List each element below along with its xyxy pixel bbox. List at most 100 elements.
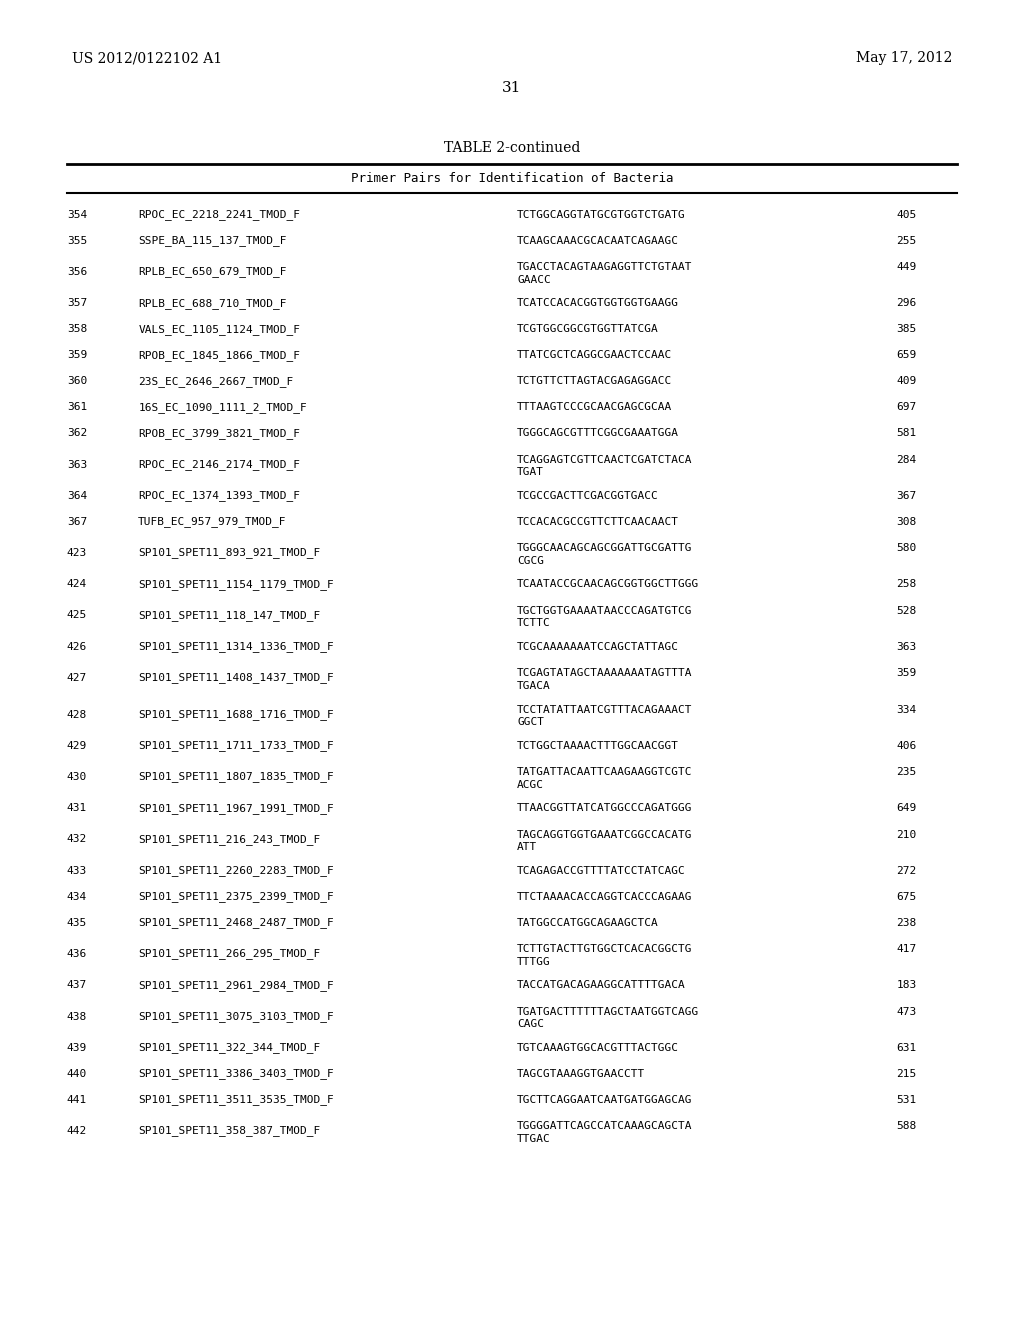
Text: TCTTGTACTTGTGGCTCACACGGCTG: TCTTGTACTTGTGGCTCACACGGCTG [517, 944, 692, 954]
Text: TCGCCGACTTCGACGGTGACC: TCGCCGACTTCGACGGTGACC [517, 491, 658, 500]
Text: 430: 430 [67, 772, 87, 781]
Text: 355: 355 [67, 236, 87, 246]
Text: 31: 31 [503, 81, 521, 95]
Text: 428: 428 [67, 710, 87, 719]
Text: 433: 433 [67, 866, 87, 875]
Text: 434: 434 [67, 892, 87, 902]
Text: 425: 425 [67, 610, 87, 620]
Text: SP101_SPET11_3075_3103_TMOD_F: SP101_SPET11_3075_3103_TMOD_F [138, 1011, 334, 1022]
Text: 424: 424 [67, 579, 87, 589]
Text: 432: 432 [67, 834, 87, 845]
Text: 528: 528 [896, 606, 916, 615]
Text: TCGCAAAAAAATCCAGCTATTAGC: TCGCAAAAAAATCCAGCTATTAGC [517, 642, 679, 652]
Text: 439: 439 [67, 1043, 87, 1053]
Text: ACGC: ACGC [517, 780, 544, 789]
Text: 429: 429 [67, 741, 87, 751]
Text: 235: 235 [896, 767, 916, 777]
Text: TGGGCAGCGTTTCGGCGAAATGGA: TGGGCAGCGTTTCGGCGAAATGGA [517, 428, 679, 438]
Text: 649: 649 [896, 804, 916, 813]
Text: TGGGCAACAGCAGCGGATTGCGATTG: TGGGCAACAGCAGCGGATTGCGATTG [517, 544, 692, 553]
Text: TCTGGCAGGTATGCGTGGTCTGATG: TCTGGCAGGTATGCGTGGTCTGATG [517, 210, 686, 219]
Text: TUFB_EC_957_979_TMOD_F: TUFB_EC_957_979_TMOD_F [138, 516, 287, 527]
Text: TGCTTCAGGAATCAATGATGGAGCAG: TGCTTCAGGAATCAATGATGGAGCAG [517, 1094, 692, 1105]
Text: TGACCTACAGTAAGAGGTTCTGTAAT: TGACCTACAGTAAGAGGTTCTGTAAT [517, 263, 692, 272]
Text: 357: 357 [67, 298, 87, 309]
Text: SP101_SPET11_2468_2487_TMOD_F: SP101_SPET11_2468_2487_TMOD_F [138, 917, 334, 928]
Text: SP101_SPET11_358_387_TMOD_F: SP101_SPET11_358_387_TMOD_F [138, 1126, 321, 1137]
Text: 423: 423 [67, 548, 87, 558]
Text: 16S_EC_1090_1111_2_TMOD_F: 16S_EC_1090_1111_2_TMOD_F [138, 401, 307, 413]
Text: 364: 364 [67, 491, 87, 500]
Text: TATGGCCATGGCAGAAGCTCA: TATGGCCATGGCAGAAGCTCA [517, 917, 658, 928]
Text: SP101_SPET11_1807_1835_TMOD_F: SP101_SPET11_1807_1835_TMOD_F [138, 772, 334, 783]
Text: 359: 359 [896, 668, 916, 678]
Text: TGACA: TGACA [517, 681, 551, 690]
Text: TABLE 2-continued: TABLE 2-continued [443, 141, 581, 154]
Text: TGTCAAAGTGGCACGTTTACTGGC: TGTCAAAGTGGCACGTTTACTGGC [517, 1043, 679, 1053]
Text: TCGAGTATAGCTAAAAAAATAGTTTA: TCGAGTATAGCTAAAAAAATAGTTTA [517, 668, 692, 678]
Text: 406: 406 [896, 741, 916, 751]
Text: ATT: ATT [517, 842, 538, 853]
Text: 659: 659 [896, 350, 916, 360]
Text: SP101_SPET11_322_344_TMOD_F: SP101_SPET11_322_344_TMOD_F [138, 1043, 321, 1053]
Text: SP101_SPET11_893_921_TMOD_F: SP101_SPET11_893_921_TMOD_F [138, 548, 321, 558]
Text: 442: 442 [67, 1126, 87, 1137]
Text: TTTGG: TTTGG [517, 957, 551, 966]
Text: TCAATACCGCAACAGCGGTGGCTTGGG: TCAATACCGCAACAGCGGTGGCTTGGG [517, 579, 699, 589]
Text: 363: 363 [896, 642, 916, 652]
Text: GGCT: GGCT [517, 717, 544, 727]
Text: TAGCGTAAAGGTGAACCTT: TAGCGTAAAGGTGAACCTT [517, 1069, 645, 1078]
Text: 358: 358 [67, 325, 87, 334]
Text: TCCTATATTAATCGTTTACAGAAACT: TCCTATATTAATCGTTTACAGAAACT [517, 705, 692, 714]
Text: TCCACACGCCGTTCTTCAACAACT: TCCACACGCCGTTCTTCAACAACT [517, 516, 679, 527]
Text: 367: 367 [896, 491, 916, 500]
Text: 441: 441 [67, 1094, 87, 1105]
Text: SP101_SPET11_1408_1437_TMOD_F: SP101_SPET11_1408_1437_TMOD_F [138, 673, 334, 684]
Text: SP101_SPET11_266_295_TMOD_F: SP101_SPET11_266_295_TMOD_F [138, 949, 321, 960]
Text: RPOB_EC_1845_1866_TMOD_F: RPOB_EC_1845_1866_TMOD_F [138, 350, 300, 360]
Text: TACCATGACAGAAGGCATTTTGACA: TACCATGACAGAAGGCATTTTGACA [517, 981, 686, 990]
Text: RPOC_EC_2146_2174_TMOD_F: RPOC_EC_2146_2174_TMOD_F [138, 459, 300, 470]
Text: GAACC: GAACC [517, 275, 551, 285]
Text: 210: 210 [896, 830, 916, 840]
Text: SP101_SPET11_118_147_TMOD_F: SP101_SPET11_118_147_TMOD_F [138, 610, 321, 620]
Text: 438: 438 [67, 1011, 87, 1022]
Text: 360: 360 [67, 376, 87, 387]
Text: TTATCGCTCAGGCGAACTCCAAC: TTATCGCTCAGGCGAACTCCAAC [517, 350, 673, 360]
Text: 436: 436 [67, 949, 87, 960]
Text: TCAGGAGTCGTTCAACTCGATCTACA: TCAGGAGTCGTTCAACTCGATCTACA [517, 454, 692, 465]
Text: SP101_SPET11_1154_1179_TMOD_F: SP101_SPET11_1154_1179_TMOD_F [138, 578, 334, 590]
Text: US 2012/0122102 A1: US 2012/0122102 A1 [72, 51, 222, 65]
Text: RPLB_EC_650_679_TMOD_F: RPLB_EC_650_679_TMOD_F [138, 267, 287, 277]
Text: TCTGGCTAAAACTTTGGCAACGGT: TCTGGCTAAAACTTTGGCAACGGT [517, 741, 679, 751]
Text: 405: 405 [896, 210, 916, 219]
Text: 427: 427 [67, 673, 87, 682]
Text: TTCTAAAACACCAGGTCACCCAGAAG: TTCTAAAACACCAGGTCACCCAGAAG [517, 892, 692, 902]
Text: TCATCCACACGGTGGTGGTGAAGG: TCATCCACACGGTGGTGGTGAAGG [517, 298, 679, 309]
Text: SP101_SPET11_1711_1733_TMOD_F: SP101_SPET11_1711_1733_TMOD_F [138, 741, 334, 751]
Text: 354: 354 [67, 210, 87, 219]
Text: SP101_SPET11_1967_1991_TMOD_F: SP101_SPET11_1967_1991_TMOD_F [138, 803, 334, 813]
Text: 581: 581 [896, 428, 916, 438]
Text: VALS_EC_1105_1124_TMOD_F: VALS_EC_1105_1124_TMOD_F [138, 323, 300, 335]
Text: 23S_EC_2646_2667_TMOD_F: 23S_EC_2646_2667_TMOD_F [138, 376, 294, 387]
Text: TTGAC: TTGAC [517, 1134, 551, 1143]
Text: TGAT: TGAT [517, 467, 544, 478]
Text: SP101_SPET11_2260_2283_TMOD_F: SP101_SPET11_2260_2283_TMOD_F [138, 866, 334, 876]
Text: TCAGAGACCGTTTTATCCTATCAGC: TCAGAGACCGTTTTATCCTATCAGC [517, 866, 686, 875]
Text: 359: 359 [67, 350, 87, 360]
Text: 284: 284 [896, 454, 916, 465]
Text: 183: 183 [896, 981, 916, 990]
Text: TAGCAGGTGGTGAAATCGGCCACATG: TAGCAGGTGGTGAAATCGGCCACATG [517, 830, 692, 840]
Text: SP101_SPET11_1688_1716_TMOD_F: SP101_SPET11_1688_1716_TMOD_F [138, 709, 334, 719]
Text: 440: 440 [67, 1069, 87, 1078]
Text: 334: 334 [896, 705, 916, 714]
Text: CAGC: CAGC [517, 1019, 544, 1030]
Text: 580: 580 [896, 544, 916, 553]
Text: SP101_SPET11_1314_1336_TMOD_F: SP101_SPET11_1314_1336_TMOD_F [138, 642, 334, 652]
Text: TTAACGGTTATCATGGCCCAGATGGG: TTAACGGTTATCATGGCCCAGATGGG [517, 804, 692, 813]
Text: 588: 588 [896, 1121, 916, 1131]
Text: 361: 361 [67, 403, 87, 412]
Text: 308: 308 [896, 516, 916, 527]
Text: 697: 697 [896, 403, 916, 412]
